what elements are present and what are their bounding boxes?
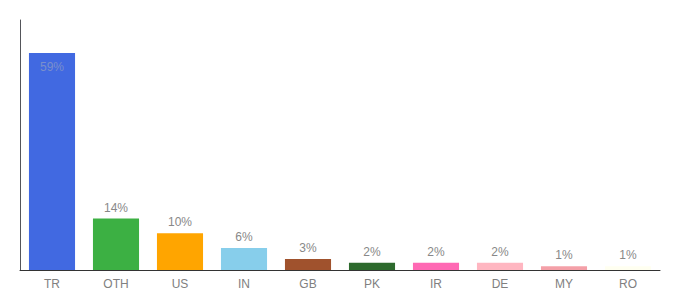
svg-text:14%: 14% bbox=[104, 201, 128, 215]
svg-text:3%: 3% bbox=[299, 241, 317, 255]
svg-text:GB: GB bbox=[299, 277, 316, 291]
svg-text:IN: IN bbox=[238, 277, 250, 291]
svg-text:1%: 1% bbox=[619, 248, 637, 262]
svg-text:2%: 2% bbox=[427, 245, 445, 259]
svg-text:PK: PK bbox=[364, 277, 380, 291]
svg-text:2%: 2% bbox=[491, 245, 509, 259]
svg-text:RO: RO bbox=[619, 277, 637, 291]
svg-text:1%: 1% bbox=[555, 248, 573, 262]
svg-text:MY: MY bbox=[555, 277, 573, 291]
svg-text:IR: IR bbox=[430, 277, 442, 291]
svg-text:TR: TR bbox=[44, 277, 60, 291]
svg-text:59%: 59% bbox=[40, 60, 64, 74]
svg-text:DE: DE bbox=[492, 277, 509, 291]
svg-text:10%: 10% bbox=[168, 215, 192, 229]
svg-text:US: US bbox=[172, 277, 189, 291]
svg-text:2%: 2% bbox=[363, 245, 381, 259]
svg-text:6%: 6% bbox=[235, 230, 253, 244]
svg-text:OTH: OTH bbox=[103, 277, 128, 291]
